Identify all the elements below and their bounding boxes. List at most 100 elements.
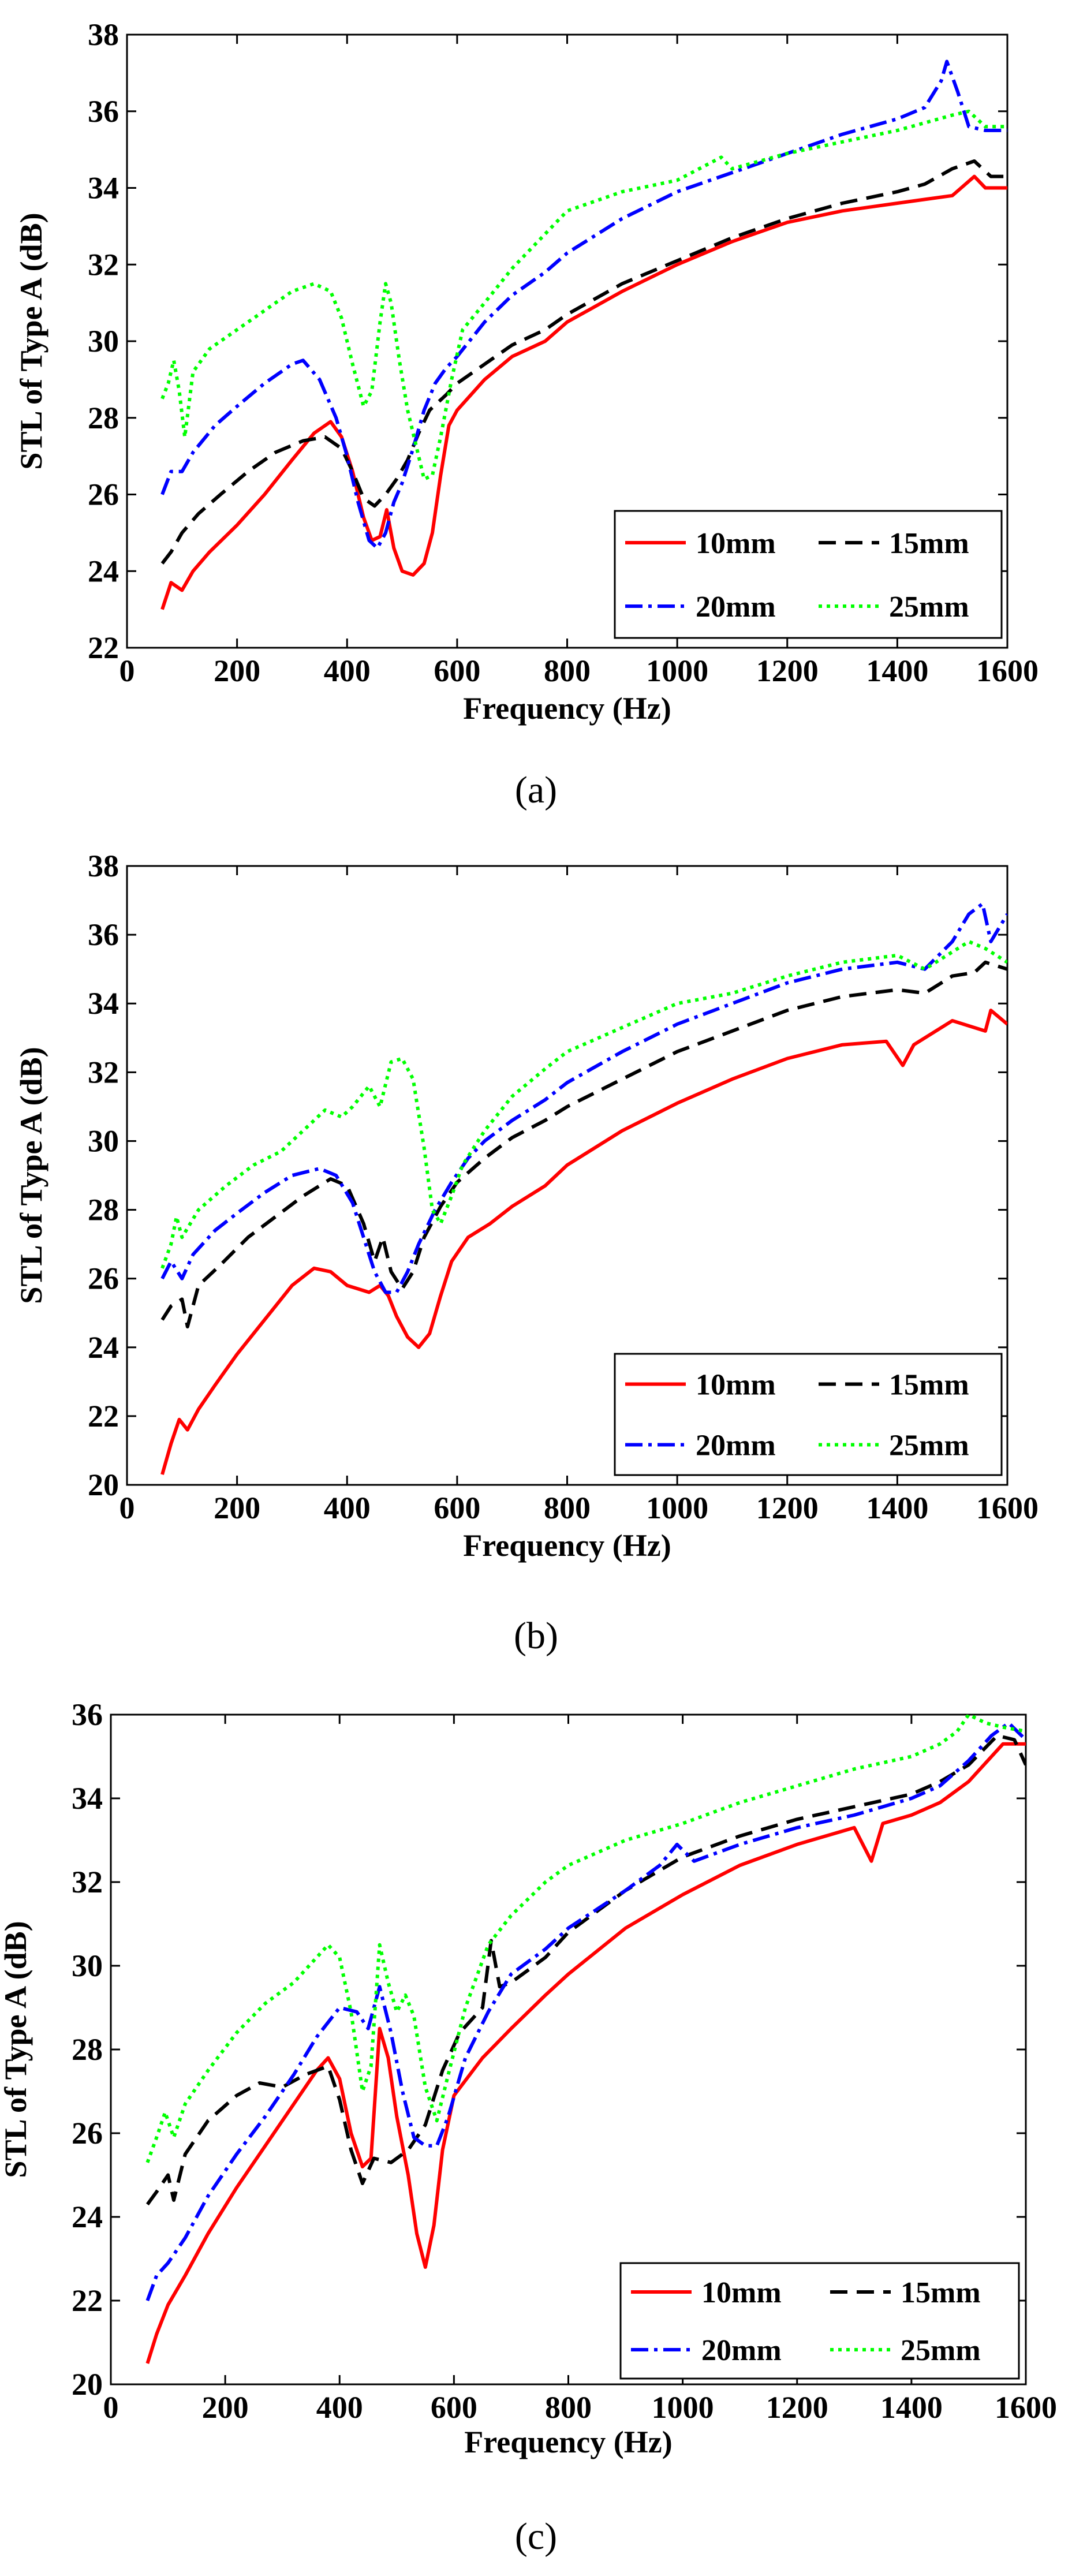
series-line-10mm: [160, 174, 1007, 610]
x-tick-label: 400: [324, 1491, 371, 1525]
y-tick-label: 36: [88, 917, 119, 952]
x-tick-label: 1600: [995, 2390, 1057, 2425]
y-tick-label: 30: [88, 324, 119, 359]
x-tick-label: 1600: [976, 1491, 1039, 1525]
legend-label: 10mm: [696, 1369, 776, 1402]
y-tick-label: 28: [88, 1193, 119, 1227]
legend-label: 25mm: [889, 591, 969, 624]
y-tick-label: 22: [88, 630, 119, 665]
series-line-25mm: [160, 109, 1007, 481]
x-tick-label: 400: [316, 2390, 363, 2425]
x-tick-label: 1200: [766, 2390, 828, 2425]
series-line-20mm: [160, 902, 1007, 1294]
x-tick-label: 0: [119, 1491, 135, 1525]
y-tick-label: 36: [88, 94, 119, 129]
series-line-15mm: [145, 1734, 1026, 2206]
legend: 10mm 15mm 20mm 25mm: [619, 2262, 1020, 2380]
y-tick-label: 34: [72, 1781, 103, 1816]
x-axis-label: Frequency (Hz): [463, 1528, 671, 1563]
y-tick-label: 24: [88, 1330, 119, 1365]
y-tick-label: 36: [72, 1697, 103, 1732]
legend-label: 10mm: [696, 527, 776, 560]
x-axis-label: Frequency (Hz): [463, 691, 671, 726]
y-tick-label: 30: [88, 1123, 119, 1158]
legend-label: 10mm: [701, 2276, 782, 2309]
y-tick-label: 28: [88, 401, 119, 435]
y-tick-label: 20: [88, 1468, 119, 1502]
x-tick-label: 0: [103, 2390, 119, 2425]
y-tick-label: 22: [88, 1399, 119, 1433]
x-tick-label: 800: [544, 654, 591, 688]
x-tick-label: 200: [202, 2390, 249, 2425]
y-tick-label: 24: [72, 2200, 103, 2234]
y-tick-label: 38: [88, 849, 119, 883]
y-tick-label: 26: [88, 1261, 119, 1296]
x-tick-label: 1000: [646, 654, 708, 688]
y-tick-label: 38: [88, 17, 119, 52]
y-tick-label: 20: [72, 2367, 103, 2402]
x-tick-label: 1200: [756, 1491, 819, 1525]
y-tick-label: 32: [88, 1055, 119, 1089]
series-line-25mm: [145, 1715, 1026, 2163]
x-tick-label: 600: [431, 2390, 477, 2425]
x-tick-label: 1400: [880, 2390, 943, 2425]
legend-box: [614, 1353, 1003, 1476]
y-tick-label: 26: [88, 477, 119, 512]
x-tick-label: 1600: [976, 654, 1039, 688]
series-line-20mm: [145, 1721, 1026, 2302]
y-tick-label: 24: [88, 554, 119, 588]
chart-panel-a: 0 200 400 600 800 1000 1200 1400 1600 22 24 26 28 30 3…: [0, 0, 1072, 831]
y-tick-label: 34: [88, 986, 119, 1021]
legend-label: 25mm: [889, 1429, 969, 1462]
x-tick-label: 1000: [646, 1491, 708, 1525]
series-group: [145, 1715, 1026, 2364]
legend-label: 20mm: [696, 1429, 776, 1462]
x-tick-label: 1400: [866, 654, 928, 688]
x-tick-label: 600: [434, 654, 480, 688]
x-tick-label: 200: [214, 654, 260, 688]
legend-label: 15mm: [901, 2276, 981, 2309]
x-tick-label: 1000: [652, 2390, 714, 2425]
y-tick-label: 30: [72, 1948, 103, 1983]
series-line-20mm: [160, 59, 1007, 550]
legend-box: [619, 2262, 1020, 2380]
series-line-15mm: [160, 159, 1007, 565]
x-tick-label: 800: [544, 1491, 591, 1525]
y-tick-label: 34: [88, 171, 119, 206]
x-tick-label: 600: [434, 1491, 480, 1525]
x-tick-label: 200: [214, 1491, 260, 1525]
y-tick-label: 32: [88, 247, 119, 282]
legend: 10mm 15mm 20mm 25mm: [614, 510, 1003, 639]
x-tick-label: 400: [324, 654, 371, 688]
legend-label: 15mm: [889, 1369, 969, 1402]
panel-caption: (a): [515, 769, 557, 811]
y-axis-label: STL of Type A (dB): [0, 1921, 33, 2178]
series-line-15mm: [160, 960, 1007, 1328]
y-axis-label: STL of Type A (dB): [14, 212, 48, 469]
legend-label: 15mm: [889, 527, 969, 560]
x-axis-label: Frequency (Hz): [464, 2425, 672, 2459]
y-tick-label: 26: [72, 2116, 103, 2151]
legend: 10mm 15mm 20mm 25mm: [614, 1353, 1003, 1476]
legend-label: 20mm: [696, 591, 776, 624]
series-line-10mm: [145, 1742, 1026, 2364]
x-tick-label: 0: [119, 654, 135, 688]
series-line-10mm: [160, 1009, 1007, 1475]
y-tick-label: 22: [72, 2283, 103, 2318]
series-line-25mm: [160, 940, 1007, 1269]
series-group: [160, 902, 1007, 1475]
y-tick-label: 28: [72, 2032, 103, 2067]
chart-svg: 0 200 400 600 800 1000 1200 1400 1600 20 22 24 26 28 3…: [14, 849, 1039, 1657]
chart-svg: 0 200 400 600 800 1000 1200 1400 1600 20 22 24 26 28 3…: [0, 1697, 1057, 2558]
x-tick-label: 1400: [866, 1491, 928, 1525]
x-tick-label: 1200: [756, 654, 819, 688]
legend-label: 25mm: [901, 2334, 981, 2367]
x-tick-label: 800: [545, 2390, 592, 2425]
y-axis-label: STL of Type A (dB): [14, 1047, 48, 1304]
y-tick-label: 32: [72, 1865, 103, 1899]
panel-caption: (c): [515, 2515, 557, 2558]
legend-box: [614, 510, 1003, 639]
chart-panel-c: 0 200 400 600 800 1000 1200 1400 1600 20 22 24 26 28 3…: [0, 1692, 1072, 2576]
chart-svg: 0 200 400 600 800 1000 1200 1400 1600 22 24 26 28 30 3…: [14, 17, 1039, 811]
